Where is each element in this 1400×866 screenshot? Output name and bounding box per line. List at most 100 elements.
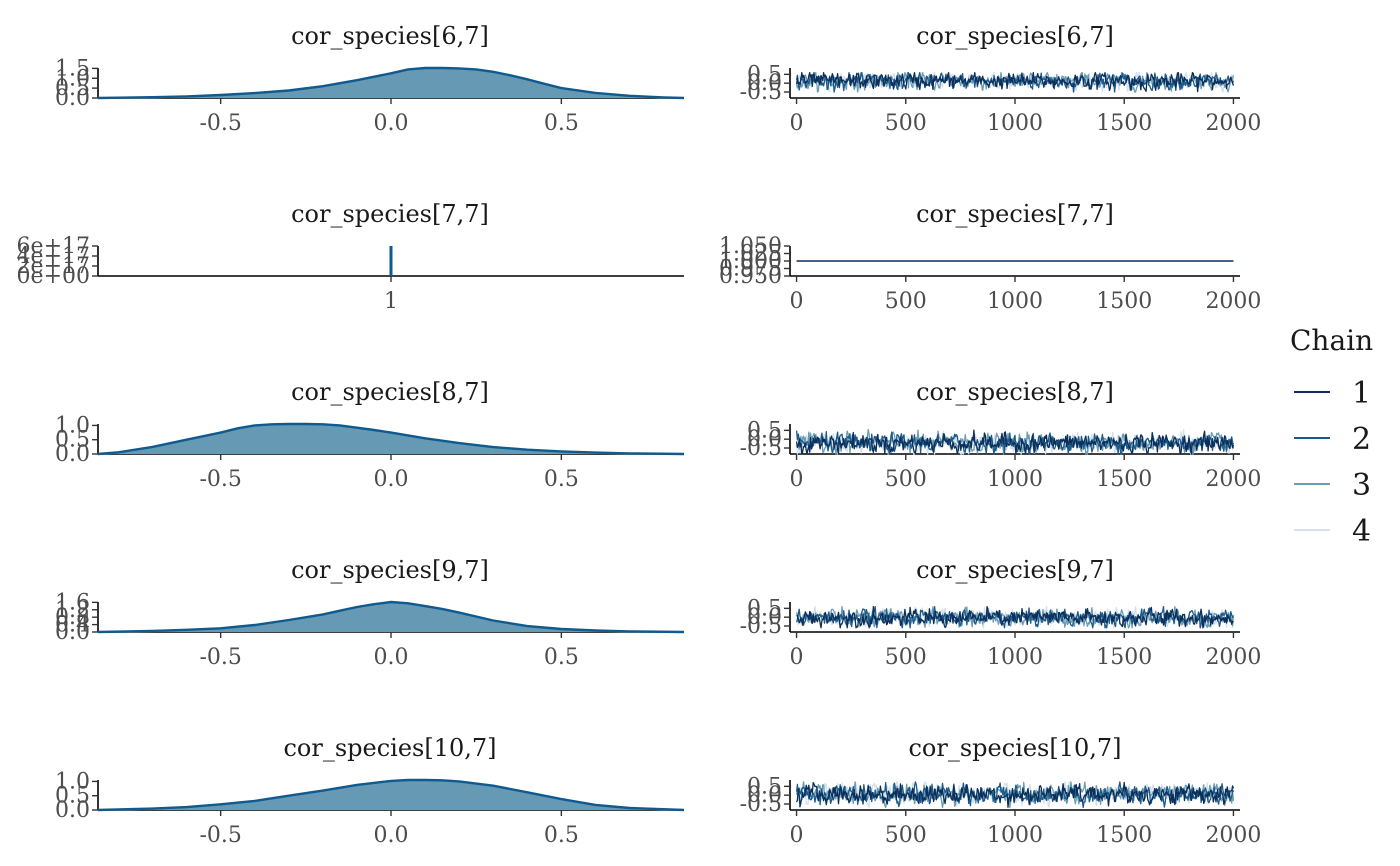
density-area	[98, 68, 684, 98]
trace-x-tick-label: 0	[790, 467, 804, 492]
density-curve	[97, 600, 685, 634]
trace-y-tick-label: -0.5	[740, 792, 782, 817]
trace-panel-title: cor_species[7,7]	[916, 200, 1114, 228]
density-y-tick-label: 0.5	[55, 76, 90, 101]
trace-x-tick-label: 2000	[1205, 645, 1261, 670]
density-curve	[97, 66, 685, 100]
trace-x-tick-label: 1500	[1096, 289, 1152, 314]
trace-panel: -0.50.00.5 0 500 1000 1500 2000 cor_species[8,…	[740, 378, 1262, 492]
trace-line-chain-1	[796, 605, 1234, 629]
density-x-tick-label: 0.0	[374, 645, 409, 670]
legend-label-chain-3: 3	[1352, 468, 1371, 503]
trace-y-tick-label: -0.5	[740, 80, 782, 105]
legend-label-chain-2: 2	[1352, 422, 1371, 457]
trace-panel-title: cor_species[8,7]	[916, 378, 1114, 406]
trace-y-tick-label: 0.0	[747, 783, 782, 808]
density-y-tick-label: 0.0	[55, 442, 90, 467]
density-y-tick-label: 0.5	[55, 784, 90, 809]
density-x-tick-label: 0.0	[374, 111, 409, 136]
trace-line-chain-1	[795, 781, 1235, 808]
trace-x-tick-label: 1000	[987, 467, 1043, 492]
legend: Chain 1 2 3 4	[1290, 324, 1373, 549]
trace-y-tick-label: 0.975	[719, 257, 782, 282]
trace-x-tick-label: 1500	[1096, 467, 1152, 492]
density-y-tick-label: 1.0	[55, 769, 90, 794]
density-x-tick-label: 0.5	[544, 467, 579, 492]
density-y-tick-label: 0.0	[55, 86, 90, 111]
trace-x-tick-label: 1500	[1096, 111, 1152, 136]
legend-label-chain-4: 4	[1352, 514, 1371, 549]
density-panel: 0.00.40.81.21.6-0.5 0.0 0.5cor_species[9,7…	[55, 556, 685, 670]
density-panel-title: cor_species[9,7]	[291, 556, 489, 584]
density-y-tick-label: 1.6	[55, 590, 90, 615]
density-y-tick-label: 1.0	[55, 413, 90, 438]
density-x-tick-label: 0.0	[374, 467, 409, 492]
trace-y-tick-label: 0.5	[747, 418, 782, 443]
density-y-tick-label: 1.2	[55, 598, 90, 623]
density-x-tick-label: 0.5	[544, 823, 579, 848]
density-area	[98, 424, 684, 454]
trace-y-tick-label: -0.5	[740, 614, 782, 639]
density-x-tick-label: 0.0	[374, 823, 409, 848]
trace-x-tick-label: 500	[885, 823, 927, 848]
trace-x-tick-label: 500	[885, 111, 927, 136]
trace-x-tick-label: 0	[790, 111, 804, 136]
trace-y-tick-label: 0.950	[719, 264, 782, 289]
density-y-tick-label: 2e+17	[17, 254, 90, 279]
trace-panel: -0.50.00.5 0 500 1000 1500 2000 cor_species[6,…	[740, 22, 1262, 136]
trace-panel-title: cor_species[6,7]	[916, 22, 1114, 50]
trace-x-tick-label: 1500	[1096, 823, 1152, 848]
trace-x-tick-label: 500	[885, 467, 927, 492]
density-x-tick-label: 1	[384, 289, 398, 314]
density-y-tick-label: 1.0	[55, 66, 90, 91]
trace-y-tick-label: 0.0	[747, 71, 782, 96]
legend-label-chain-1: 1	[1352, 376, 1371, 411]
density-y-tick-label: 0.0	[55, 620, 90, 645]
trace-x-tick-label: 1000	[987, 111, 1043, 136]
density-panel-title: cor_species[6,7]	[291, 22, 489, 50]
density-panel-title: cor_species[10,7]	[283, 734, 496, 762]
trace-x-tick-label: 2000	[1205, 823, 1261, 848]
density-y-tick-label: 1.5	[55, 56, 90, 81]
trace-panel: -0.50.00.5 0 500 1000 1500 2000 cor_species[10…	[740, 734, 1262, 848]
trace-x-tick-label: 500	[885, 645, 927, 670]
trace-y-tick-label: -0.5	[740, 436, 782, 461]
trace-x-tick-label: 1000	[987, 645, 1043, 670]
trace-x-tick-label: 2000	[1205, 111, 1261, 136]
density-panel-title: cor_species[8,7]	[291, 378, 489, 406]
trace-x-tick-label: 0	[790, 645, 804, 670]
legend-title: Chain	[1290, 324, 1373, 357]
trace-x-tick-label: 2000	[1205, 467, 1261, 492]
trace-y-tick-label: 0.0	[747, 605, 782, 630]
trace-x-tick-label: 0	[790, 823, 804, 848]
trace-y-tick-label: 1.025	[719, 242, 782, 267]
trace-line-chain-1	[795, 429, 1235, 455]
trace-line-chain-1	[795, 71, 1235, 93]
density-y-tick-label: 0.8	[55, 605, 90, 630]
density-x-tick-label: -0.5	[199, 467, 241, 492]
density-y-tick-label: 0e+00	[17, 264, 90, 289]
density-x-tick-label: -0.5	[199, 645, 241, 670]
trace-y-tick-label: 0.5	[747, 62, 782, 87]
trace-panel: -0.50.00.5 0 500 1000 1500 2000 cor_species[9,…	[740, 556, 1262, 670]
trace-panel-title: cor_species[10,7]	[908, 734, 1121, 762]
density-x-tick-label: -0.5	[199, 111, 241, 136]
trace-x-tick-label: 1000	[987, 289, 1043, 314]
density-curve	[97, 778, 685, 812]
density-y-tick-label: 4e+17	[17, 244, 90, 269]
trace-y-tick-label: 0.5	[747, 774, 782, 799]
trace-y-tick-label: 1.000	[719, 249, 782, 274]
density-y-tick-label: 0.0	[55, 798, 90, 823]
trace-y-tick-label: 1.050	[719, 234, 782, 259]
density-area	[98, 602, 684, 632]
density-y-tick-label: 0.5	[55, 428, 90, 453]
trace-y-tick-label: 0.5	[747, 596, 782, 621]
trace-panel-title: cor_species[9,7]	[916, 556, 1114, 584]
trace-x-tick-label: 1000	[987, 823, 1043, 848]
density-panel-title: cor_species[7,7]	[291, 200, 489, 228]
